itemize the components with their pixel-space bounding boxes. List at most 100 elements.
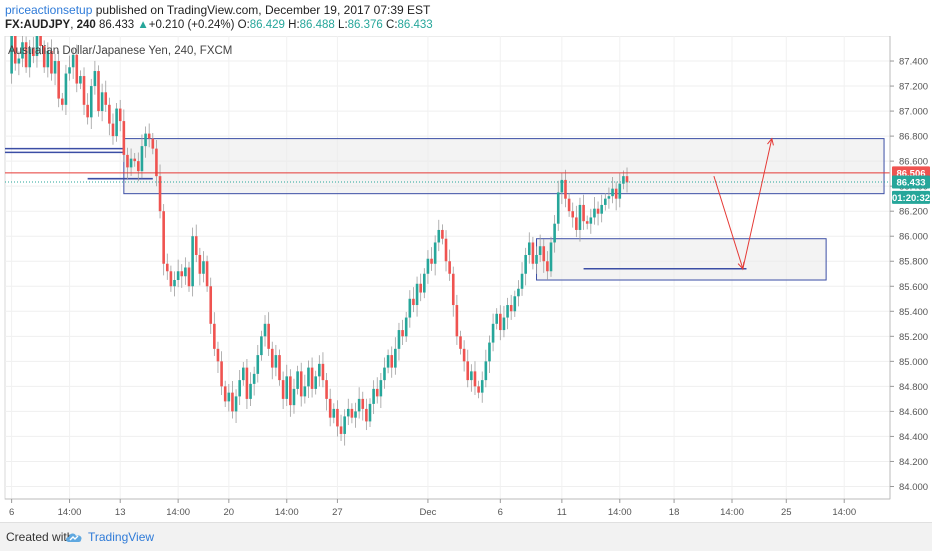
levels <box>5 147 747 270</box>
overlay-lines <box>5 137 890 271</box>
candle-down <box>451 273 455 306</box>
candle-down <box>267 323 270 349</box>
candle-down <box>194 236 198 255</box>
candle-up <box>383 367 386 381</box>
candle-up <box>379 380 383 397</box>
candle-down <box>571 211 575 218</box>
candle-up <box>318 363 321 377</box>
candle-down <box>111 123 115 137</box>
candle-up <box>423 273 426 293</box>
candle-down <box>108 104 111 124</box>
candle-up <box>600 204 603 214</box>
candle-up <box>314 376 317 389</box>
candle-down <box>155 148 158 177</box>
chart-area[interactable]: 84.000 84.200 84.400 84.600 84.800 85.000 85.2… <box>0 23 932 522</box>
candle-down <box>42 46 46 68</box>
candle-up <box>140 146 144 172</box>
candle-up <box>397 330 401 349</box>
publish-line: priceactionsetup published on TradingVie… <box>5 3 430 17</box>
chart-header: priceactionsetup published on TradingVie… <box>0 0 932 36</box>
low-label: L: <box>338 19 348 31</box>
price-axis[interactable]: 84.000 84.200 84.400 84.600 84.800 85.000 85.2… <box>889 36 930 499</box>
candle-up <box>68 67 71 74</box>
candle-up <box>560 179 564 193</box>
time-tick-label: 14:00 <box>166 507 190 518</box>
candle-up <box>184 267 187 277</box>
candle-up <box>480 380 484 393</box>
time-tick-label: 18 <box>669 507 680 518</box>
candle-down <box>104 92 108 105</box>
author-link[interactable]: priceactionsetup <box>5 3 93 17</box>
tradingview-cloud-icon[interactable] <box>64 529 84 545</box>
candle-down <box>137 161 140 172</box>
candle-down <box>151 138 155 149</box>
candle-up <box>368 403 372 422</box>
candle-down <box>216 348 220 362</box>
candle-down <box>32 48 35 57</box>
candle-down <box>575 217 578 230</box>
candle-down <box>165 263 169 272</box>
candle-up <box>527 242 531 255</box>
candle-down <box>336 408 339 427</box>
support-zone <box>536 238 827 281</box>
time-tick-label: 25 <box>781 507 792 518</box>
candle-down <box>126 154 129 168</box>
candle-down <box>321 363 325 381</box>
candle-up <box>578 204 582 230</box>
time-tick-label: 6 <box>498 507 503 518</box>
candles <box>10 23 629 446</box>
candle-down <box>162 211 165 264</box>
candle-up <box>611 188 614 197</box>
candle-up <box>144 133 147 147</box>
candle-up <box>593 208 596 218</box>
price-tick-label: 87.400 <box>899 57 928 68</box>
close-value: 86.433 <box>397 19 433 31</box>
candle-down <box>531 242 535 264</box>
candle-up <box>296 371 299 389</box>
candle-down <box>13 36 17 64</box>
candle-up <box>437 229 441 243</box>
candle-up <box>524 254 527 274</box>
symbol-name[interactable]: FX:AUDJPY <box>5 19 71 31</box>
candle-down <box>401 330 404 337</box>
candle-up <box>520 273 524 289</box>
price-tick-label: 84.200 <box>899 457 928 468</box>
candle-down <box>390 355 394 368</box>
candle-down <box>24 42 28 68</box>
interval-label[interactable]: 240 <box>76 19 96 31</box>
symbol-line: FX:AUDJPY, 240 86.433 ▲+0.210 (+0.24%) O… <box>5 19 433 31</box>
candle-up <box>484 361 488 381</box>
candle-down <box>205 261 209 287</box>
candle-down <box>50 51 53 74</box>
candle-down <box>158 176 162 212</box>
tradingview-brand[interactable]: TradingView <box>88 530 155 544</box>
candle-down <box>441 229 444 239</box>
candle-down <box>412 298 415 306</box>
candle-down <box>375 388 379 397</box>
candle-down <box>614 188 618 199</box>
candle-down <box>39 33 42 47</box>
time-tick-label: 14:00 <box>832 507 856 518</box>
candle-down <box>509 305 513 312</box>
candle-up <box>604 198 607 205</box>
candle-up <box>292 388 296 406</box>
candle-up <box>307 367 310 387</box>
open-value: 86.429 <box>249 19 285 31</box>
candle-up <box>553 223 556 243</box>
time-axis[interactable]: 6 14:00 13 14:00 20 14:00 27 Dec 6 11 14:00 18 14:00… <box>5 498 890 518</box>
candle-up <box>249 383 252 399</box>
candle-up <box>357 398 361 412</box>
candle-down <box>419 283 422 293</box>
created-with-text: Created with <box>6 530 74 544</box>
price-tick-label: 84.000 <box>899 482 928 493</box>
candle-down <box>361 398 365 409</box>
price-tag-1 <box>892 175 930 189</box>
price-tick-label: 86.600 <box>899 157 928 168</box>
candle-up <box>488 342 491 362</box>
candle-down <box>289 376 292 406</box>
candlestick-chart[interactable]: 84.000 84.200 84.400 84.600 84.800 85.000 85.2… <box>0 23 932 522</box>
candle-down <box>75 54 79 84</box>
candle-down <box>339 426 343 434</box>
candle-down <box>473 371 477 387</box>
candle-up <box>513 296 517 312</box>
